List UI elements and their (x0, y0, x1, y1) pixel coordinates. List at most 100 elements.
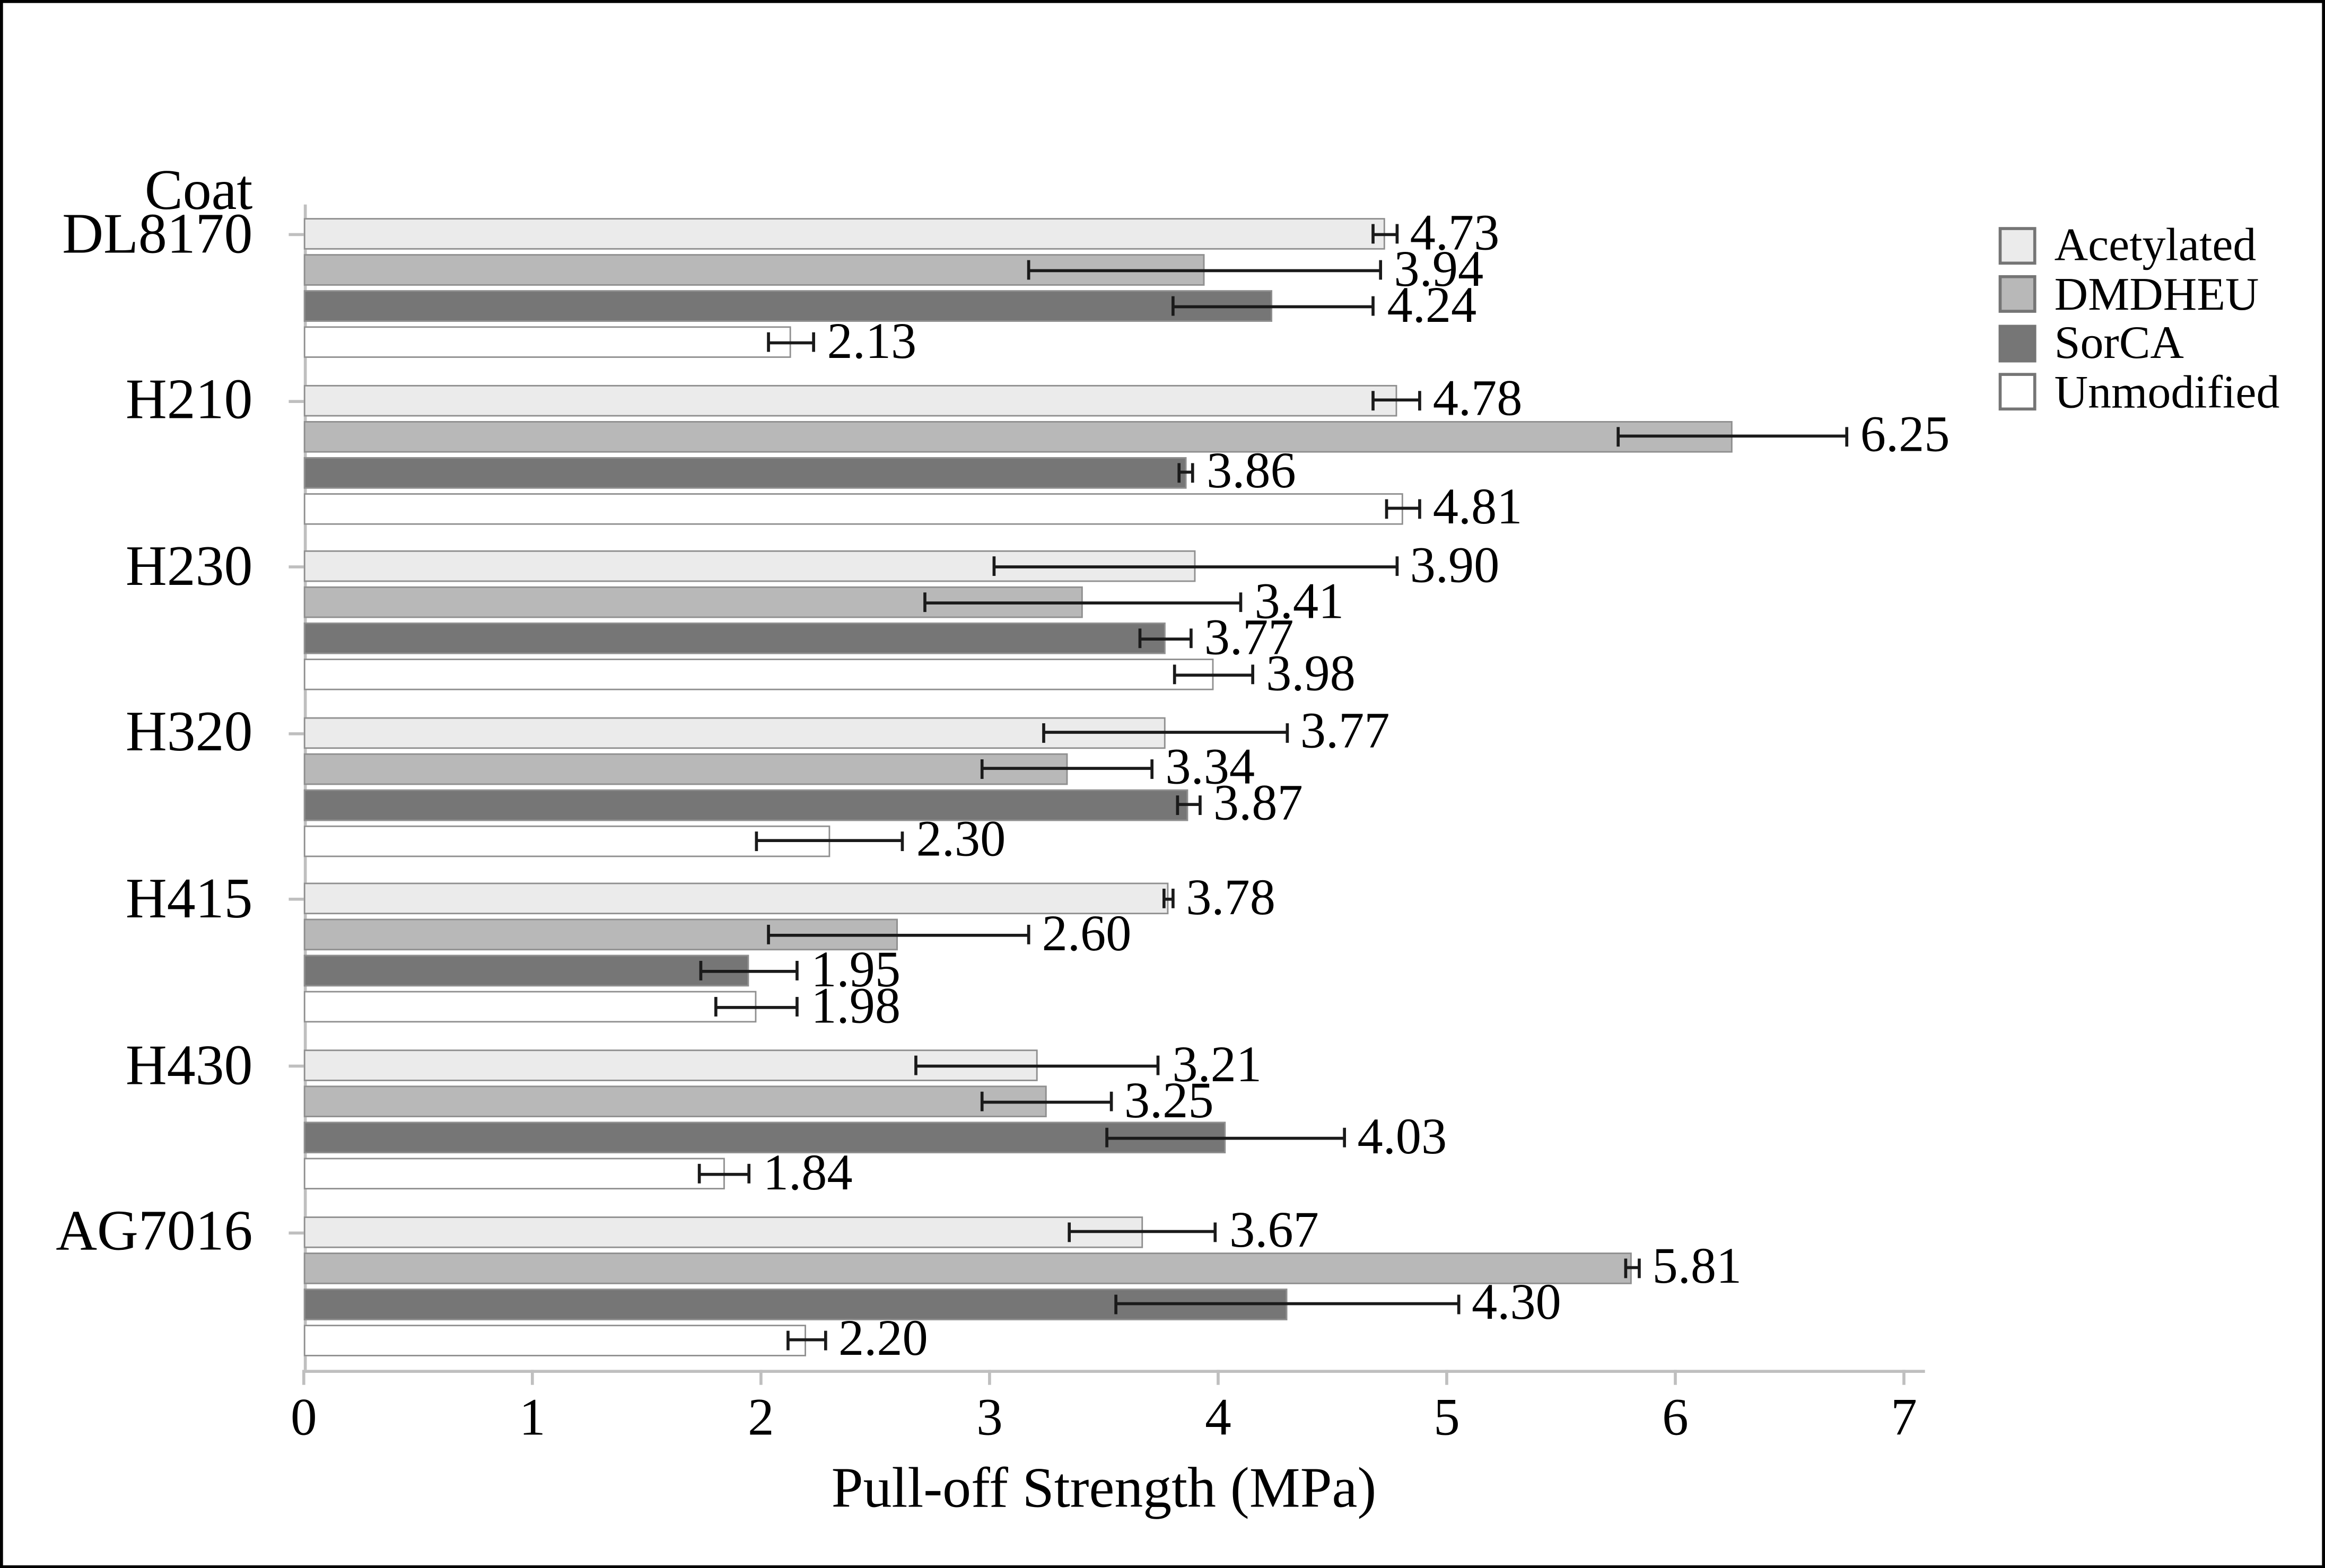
value-label: 3.94 (1394, 241, 1484, 297)
x-axis-tick-label: 7 (1891, 1388, 1917, 1447)
legend-swatch-acetylated (1998, 226, 2036, 264)
error-bar-cap-left (1623, 1258, 1627, 1278)
error-bar-cap-left (1616, 426, 1620, 446)
error-bar-cap-right (1214, 1222, 1218, 1242)
error-bar (1069, 1230, 1216, 1233)
value-label: 2.60 (1042, 906, 1132, 962)
error-bar (1374, 398, 1420, 402)
category-label: H230 (125, 535, 253, 598)
error-bar-cap-left (981, 759, 984, 779)
error-bar-cap-left (1170, 296, 1174, 316)
x-axis-tick-label: 5 (1434, 1388, 1460, 1447)
error-bar-cap-left (981, 1091, 984, 1111)
x-axis-tick (1674, 1370, 1677, 1385)
error-bar (982, 1100, 1111, 1103)
value-label: 3.34 (1165, 740, 1255, 796)
error-bar (982, 767, 1152, 770)
error-bar-cap-right (1239, 592, 1243, 612)
bar-unmodified-h230 (303, 659, 1214, 691)
bar-unmodified-dl8170 (303, 326, 791, 358)
value-label: 1.98 (811, 978, 901, 1035)
error-bar-cap-right (901, 831, 904, 851)
error-bar (715, 1005, 798, 1009)
error-bar (1625, 1266, 1639, 1269)
value-label: 1.95 (811, 942, 901, 998)
error-bar-cap-right (1456, 1294, 1460, 1314)
bar-unmodified-h415 (303, 991, 757, 1023)
error-bar-cap-right (1395, 224, 1398, 244)
error-bar (916, 1064, 1159, 1067)
bar-unmodified-h210 (303, 492, 1404, 524)
error-bar-cap-left (924, 592, 928, 612)
category-label: H210 (125, 369, 253, 432)
bar-unmodified-h320 (303, 825, 830, 857)
error-bar-cap-left (1386, 498, 1389, 519)
x-axis-tick (1902, 1370, 1906, 1385)
error-bar-cap-right (1157, 1055, 1160, 1075)
error-bar (1174, 673, 1253, 677)
error-bar-cap-left (1177, 462, 1181, 483)
error-bar-cap-right (1285, 723, 1289, 743)
category-label: H320 (125, 701, 253, 765)
value-label: 2.20 (838, 1311, 928, 1367)
value-label: 3.87 (1213, 776, 1303, 832)
x-axis-tick (759, 1370, 763, 1385)
bar-dmdheu-h430 (303, 1085, 1047, 1117)
y-axis-line (303, 204, 307, 1370)
error-bar-cap-left (1104, 1127, 1108, 1147)
error-bar-cap-left (1068, 1222, 1071, 1242)
value-label: 4.24 (1387, 277, 1477, 334)
y-axis-tick (289, 732, 304, 735)
error-bar-cap-right (1372, 296, 1375, 316)
error-bar (701, 969, 798, 973)
value-label: 4.03 (1357, 1109, 1447, 1165)
legend-label-dmdheu: DMDHEU (2054, 267, 2259, 320)
bar-acetylated-dl8170 (303, 218, 1385, 250)
error-bar-cap-right (1342, 1127, 1345, 1147)
x-axis-tick-label: 6 (1662, 1388, 1689, 1447)
x-axis-tick (988, 1370, 991, 1385)
error-bar-cap-right (748, 1163, 751, 1184)
value-label: 4.73 (1410, 205, 1500, 261)
error-bar-cap-right (1191, 462, 1195, 483)
error-bar-cap-left (915, 1055, 918, 1075)
legend-swatch-unmodified (1998, 373, 2036, 411)
x-axis-tick-label: 4 (1205, 1388, 1231, 1447)
bar-sorca-dl8170 (303, 290, 1273, 322)
bar-sorca-h210 (303, 456, 1186, 488)
error-bar (1163, 897, 1173, 901)
x-axis-tick (1217, 1370, 1220, 1385)
error-bar-cap-right (1845, 426, 1849, 446)
error-bar-cap-left (713, 997, 717, 1018)
category-label: AG7016 (56, 1200, 253, 1264)
x-axis-tick (531, 1370, 534, 1385)
y-axis-tick (289, 1231, 304, 1234)
category-label: H415 (125, 867, 253, 931)
error-bar (788, 1338, 825, 1342)
error-bar-cap-left (766, 332, 770, 352)
error-bar (1374, 232, 1397, 235)
value-label: 2.13 (827, 313, 917, 370)
bar-sorca-h230 (303, 623, 1166, 655)
y-axis-tick (289, 565, 304, 569)
legend-label-acetylated: Acetylated (2054, 218, 2257, 271)
bar-acetylated-ag7016 (303, 1215, 1143, 1248)
x-axis-tick-label: 1 (519, 1388, 546, 1447)
error-bar-cap-right (1251, 664, 1254, 685)
bar-sorca-h430 (303, 1122, 1225, 1153)
error-bar-cap-right (1418, 498, 1421, 519)
bar-dmdheu-h320 (303, 753, 1068, 785)
value-label: 3.90 (1410, 538, 1500, 594)
value-label: 5.81 (1652, 1239, 1742, 1295)
legend-label-unmodified: Unmodified (2054, 364, 2280, 417)
legend-swatch-dmdheu (1998, 275, 2036, 313)
value-label: 3.41 (1254, 574, 1344, 630)
error-bar (1177, 803, 1200, 807)
error-bar-cap-left (1175, 795, 1179, 815)
bar-dmdheu-ag7016 (303, 1251, 1632, 1284)
legend-swatch-sorca (1998, 324, 2036, 362)
error-bar-cap-right (812, 332, 815, 352)
bar-unmodified-ag7016 (303, 1324, 807, 1356)
error-bar (1172, 304, 1374, 308)
